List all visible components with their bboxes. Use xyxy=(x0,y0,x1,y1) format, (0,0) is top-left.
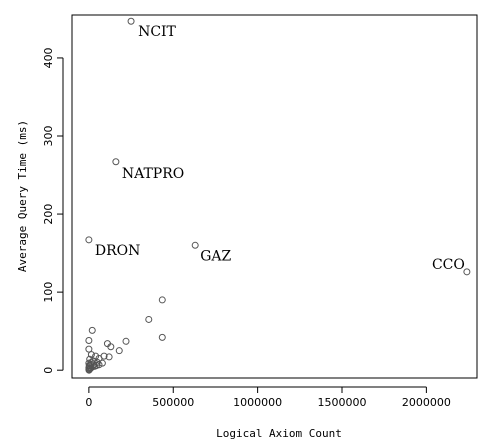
y-tick-label: 100 xyxy=(42,282,55,303)
point-labels: NCIT NATPRO DRON GAZ CCO xyxy=(95,24,465,273)
data-point xyxy=(85,366,93,374)
data-point xyxy=(105,353,113,361)
point-label: NATPRO xyxy=(122,166,184,182)
data-point xyxy=(107,343,115,351)
y-tick-label: 300 xyxy=(42,126,55,147)
data-point xyxy=(88,326,96,334)
x-tick-label: 1500000 xyxy=(318,396,367,409)
x-tick-label: 2000000 xyxy=(402,396,451,409)
x-tick-label: 0 xyxy=(85,396,92,409)
data-point xyxy=(95,361,103,369)
point-label: NCIT xyxy=(138,24,176,40)
data-point xyxy=(127,17,135,25)
data-point xyxy=(158,333,166,341)
point-label: GAZ xyxy=(200,248,231,264)
data-point xyxy=(87,351,95,359)
data-points xyxy=(85,17,471,374)
y-tick-label: 400 xyxy=(42,47,55,68)
data-point xyxy=(85,236,93,244)
data-point xyxy=(122,337,130,345)
data-point xyxy=(158,296,166,304)
plot-frame xyxy=(71,14,478,379)
data-point xyxy=(145,315,153,323)
x-tick-label: 500000 xyxy=(152,396,194,409)
data-point xyxy=(463,268,471,276)
y-axis-title: Average Query Time (ms) xyxy=(16,120,29,272)
x-axis-title: Logical Axiom Count xyxy=(216,427,342,440)
y-axis: 0 100 200 300 400 xyxy=(42,47,64,374)
data-point xyxy=(115,347,123,355)
data-point xyxy=(191,241,199,249)
y-tick-label: 0 xyxy=(42,367,55,374)
x-axis: 0 500000 1000000 1500000 2000000 xyxy=(85,386,451,409)
x-tick-label: 1000000 xyxy=(233,396,282,409)
data-point xyxy=(87,358,95,366)
data-point xyxy=(85,337,93,345)
data-point xyxy=(98,359,106,367)
y-tick-label: 200 xyxy=(42,204,55,225)
data-point xyxy=(112,158,120,166)
point-label: CCO xyxy=(432,257,465,273)
point-label: DRON xyxy=(95,243,141,259)
data-point xyxy=(85,345,93,353)
